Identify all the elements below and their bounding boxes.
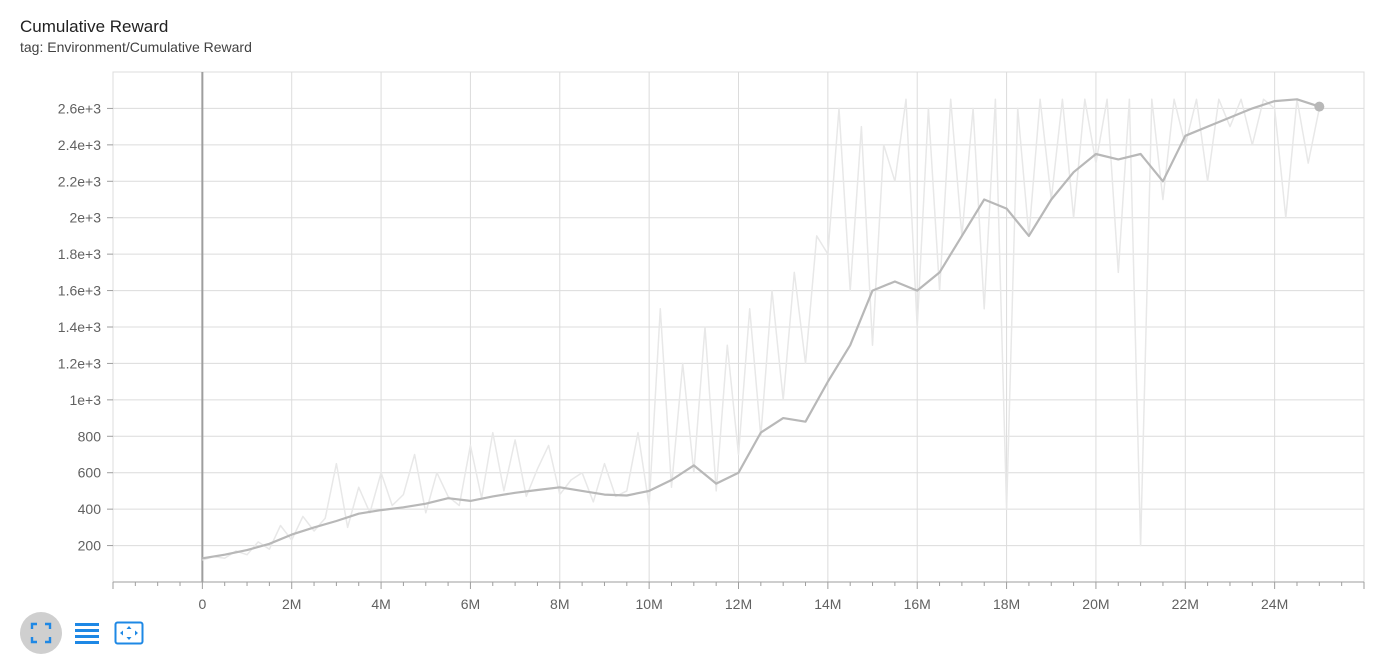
y-tick-label: 800: [78, 428, 102, 444]
toggle-data-table-button[interactable]: [70, 612, 104, 654]
x-tick-label: 6M: [461, 596, 480, 612]
y-tick-label: 1e+3: [69, 392, 101, 408]
x-tick-label: 14M: [814, 596, 841, 612]
expand-chart-icon: [30, 622, 52, 644]
chart-toolbar: [20, 612, 146, 654]
x-tick-label: 8M: [550, 596, 569, 612]
chart-title: Cumulative Reward: [20, 17, 169, 36]
y-tick-label: 1.8e+3: [58, 246, 101, 262]
x-tick-label: 16M: [904, 596, 931, 612]
y-tick-label: 600: [78, 465, 102, 481]
series-end-point: [1314, 101, 1325, 112]
y-tick-label: 1.6e+3: [58, 283, 101, 299]
y-tick-label: 2.4e+3: [58, 137, 101, 153]
x-tick-label: 0: [198, 596, 206, 612]
series-raw-line: [202, 98, 1321, 561]
x-tick-label: 18M: [993, 596, 1020, 612]
y-tick-label: 1.2e+3: [58, 355, 101, 371]
fit-domain-button[interactable]: [112, 612, 146, 654]
chart-tag: tag: Environment/Cumulative Reward: [20, 39, 252, 55]
x-tick-label: 2M: [282, 596, 301, 612]
x-tick-label: 24M: [1261, 596, 1288, 612]
chart-header: Cumulative Reward tag: Environment/Cumul…: [20, 16, 252, 56]
y-tick-label: 2.6e+3: [58, 100, 101, 116]
y-tick-label: 400: [78, 501, 102, 517]
y-tick-label: 1.4e+3: [58, 319, 101, 335]
x-tick-label: 22M: [1172, 596, 1199, 612]
series-smoothed-line: [202, 98, 1320, 560]
data-table-icon: [75, 623, 99, 644]
expand-chart-button[interactable]: [20, 612, 62, 654]
y-tick-label: 2e+3: [69, 210, 101, 226]
fit-domain-icon: [114, 621, 144, 645]
x-tick-label: 20M: [1082, 596, 1109, 612]
y-tick-label: 200: [78, 538, 102, 554]
x-tick-label: 12M: [725, 596, 752, 612]
x-tick-label: 10M: [636, 596, 663, 612]
x-tick-label: 4M: [371, 596, 390, 612]
y-tick-label: 2.2e+3: [58, 173, 101, 189]
